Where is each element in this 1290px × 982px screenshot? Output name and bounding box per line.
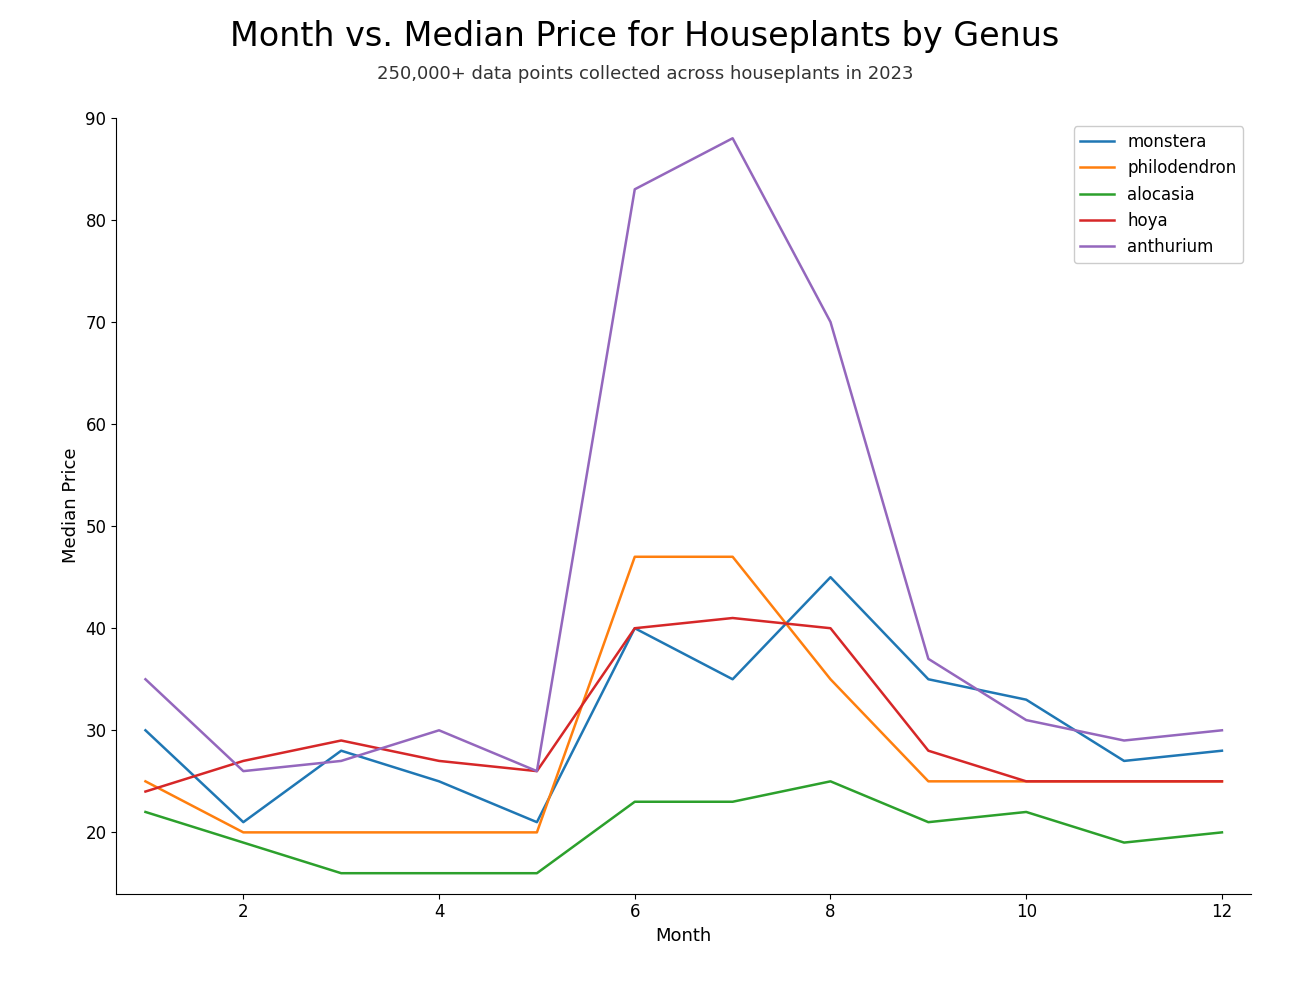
alocasia: [138, 806, 154, 818]
monstera: [627, 623, 642, 634]
alocasia: [725, 795, 740, 807]
Y-axis label: Median Price: Median Price: [62, 448, 80, 564]
anthurium: [725, 133, 740, 144]
hoya: [333, 735, 348, 746]
alocasia: [1019, 806, 1035, 818]
hoya: [921, 744, 937, 756]
anthurium: [431, 725, 446, 736]
monstera: [1019, 694, 1035, 706]
Line: hoya: hoya: [146, 618, 1222, 791]
philodendron: [431, 827, 446, 839]
Legend: monstera, philodendron, alocasia, hoya, anthurium: monstera, philodendron, alocasia, hoya, …: [1073, 126, 1244, 263]
Line: alocasia: alocasia: [146, 782, 1222, 873]
anthurium: [1116, 735, 1131, 746]
philodendron: [1116, 776, 1131, 788]
alocasia: [431, 867, 446, 879]
hoya: [138, 786, 154, 797]
monstera: [333, 744, 348, 756]
anthurium: [1214, 725, 1229, 736]
anthurium: [1019, 714, 1035, 726]
monstera: [823, 572, 838, 583]
philodendron: [1019, 776, 1035, 788]
philodendron: [333, 827, 348, 839]
philodendron: [138, 776, 154, 788]
hoya: [1019, 776, 1035, 788]
hoya: [725, 612, 740, 624]
philodendron: [823, 674, 838, 685]
alocasia: [627, 795, 642, 807]
anthurium: [333, 755, 348, 767]
alocasia: [1116, 837, 1131, 848]
Line: monstera: monstera: [146, 577, 1222, 822]
alocasia: [1214, 827, 1229, 839]
monstera: [921, 674, 937, 685]
monstera: [529, 816, 544, 828]
hoya: [627, 623, 642, 634]
alocasia: [529, 867, 544, 879]
philodendron: [1214, 776, 1229, 788]
anthurium: [236, 765, 252, 777]
hoya: [236, 755, 252, 767]
monstera: [431, 776, 446, 788]
monstera: [725, 674, 740, 685]
alocasia: [236, 837, 252, 848]
philodendron: [725, 551, 740, 563]
philodendron: [236, 827, 252, 839]
anthurium: [529, 765, 544, 777]
alocasia: [921, 816, 937, 828]
anthurium: [138, 674, 154, 685]
Line: philodendron: philodendron: [146, 557, 1222, 833]
philodendron: [627, 551, 642, 563]
anthurium: [627, 184, 642, 195]
alocasia: [823, 776, 838, 788]
monstera: [1214, 744, 1229, 756]
anthurium: [823, 316, 838, 328]
monstera: [138, 725, 154, 736]
monstera: [236, 816, 252, 828]
X-axis label: Month: Month: [655, 927, 712, 945]
anthurium: [921, 653, 937, 665]
monstera: [1116, 755, 1131, 767]
hoya: [431, 755, 446, 767]
philodendron: [529, 827, 544, 839]
Text: 250,000+ data points collected across houseplants in 2023: 250,000+ data points collected across ho…: [377, 65, 913, 82]
hoya: [823, 623, 838, 634]
Text: Month vs. Median Price for Houseplants by Genus: Month vs. Median Price for Houseplants b…: [231, 20, 1059, 53]
alocasia: [333, 867, 348, 879]
philodendron: [921, 776, 937, 788]
hoya: [529, 765, 544, 777]
hoya: [1214, 776, 1229, 788]
hoya: [1116, 776, 1131, 788]
Line: anthurium: anthurium: [146, 138, 1222, 771]
